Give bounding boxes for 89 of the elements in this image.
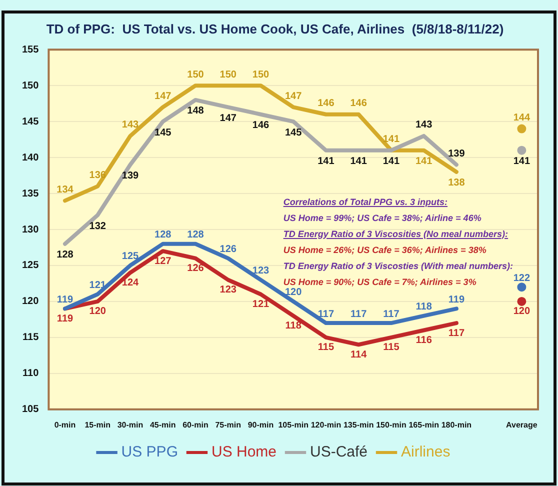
data-label: 146 [318,98,335,110]
data-label: 117 [383,308,400,320]
legend-label: US-Café [310,444,368,461]
data-label: 141 [382,134,400,146]
data-label: 117 [350,308,368,320]
data-label: 147 [220,112,237,124]
data-label: 146 [252,120,270,132]
data-label: 118 [285,320,302,332]
data-label: 139 [122,170,140,182]
y-tick-label: 145 [22,116,40,128]
data-label: 123 [220,284,237,296]
data-label: 119 [448,294,465,306]
x-tick-label: 75-min [215,420,242,430]
data-label: 122 [513,272,530,284]
data-label: 138 [448,178,466,189]
x-tick-label: 0-min [54,420,76,430]
data-label: 115 [383,342,400,354]
data-label: 116 [416,334,432,346]
annotation: TD Energy Ratio of 3 Viscosties (With meal numbers): [283,260,513,273]
legend-label: Airlines [401,444,450,461]
data-label: 143 [415,120,433,131]
data-label: 126 [187,263,204,274]
legend-label: US PPG [121,444,178,461]
data-label: 118 [416,302,432,313]
data-label: 141 [350,156,368,168]
data-label: 121 [252,299,270,310]
data-label: 147 [154,90,172,102]
y-tick-label: 120 [22,296,40,308]
x-tick-label: 135-min [343,420,374,430]
y-tick-label: 135 [22,188,40,200]
chart-title: TD of PPG: US Total vs. US Home Cook, US Cafe, Airlines (5/8/18-8/11/22) [46,21,504,36]
x-tick-label: 45-min [150,420,176,430]
annotation: TD Energy Ratio of 3 Viscosities (No meal numbers): [283,228,510,241]
annotation: US Home = 26%; US Cafe = 36%; Airlines = 38% [283,244,488,257]
y-tick-label: 125 [22,260,40,272]
y-tick-label: 110 [22,368,40,380]
data-label: 126 [220,244,237,256]
annotation: US Home = 90%; US Cafe = 7%; Airlines = 3% [283,276,476,287]
x-tick-label: 90-min [248,420,274,430]
data-label: 150 [252,69,270,80]
data-label: 150 [220,69,237,80]
data-label: 128 [154,230,172,241]
data-label: 141 [415,156,433,168]
x-tick-label: 30-min [117,420,144,430]
data-label: 150 [187,69,204,80]
data-label: 139 [448,148,466,160]
data-label: 128 [56,250,74,261]
y-tick-label: 155 [22,44,40,56]
y-tick-label: 150 [22,80,40,92]
y-tick-label: 130 [22,224,40,236]
data-label: 115 [318,342,334,354]
y-tick-label: 140 [22,152,40,164]
data-label: 128 [187,230,204,241]
annotation: US Home = 99%; US Cafe = 38%; Airline = 46% [283,212,482,225]
data-label: 148 [187,106,204,117]
data-label: 134 [56,184,74,196]
data-label: 119 [56,294,74,306]
data-label: 141 [318,156,335,168]
x-tick-label: 60-min [182,420,208,430]
data-label: 123 [252,266,270,277]
data-label: 120 [513,306,530,318]
data-label: 145 [285,127,302,138]
x-tick-label: 150-min [376,420,406,430]
y-tick-label: 105 [22,404,40,416]
data-label: 141 [382,156,400,168]
annotation: Correlations of Total PPG vs. 3 inputs: [283,196,449,209]
data-label: 114 [350,349,368,360]
x-tick-label: 165-min [408,420,440,430]
data-label: 119 [56,313,74,324]
data-label: 120 [89,306,106,318]
data-label: 125 [122,251,140,262]
data-label: 146 [350,98,368,110]
data-label: 117 [318,308,334,320]
data-label: 141 [513,156,530,168]
data-label: 117 [448,328,465,339]
data-label: 145 [154,127,172,138]
data-label: 144 [513,112,530,124]
x-tick-label: 180-min [441,420,472,430]
legend-label: US Home [211,444,277,461]
data-label: 132 [89,220,106,232]
x-tick-label: 105-min [278,420,309,430]
data-label: 143 [122,120,140,131]
x-tick-label: 120-min [310,420,342,430]
y-tick-label: 115 [22,332,40,344]
x-tick-label: Average [506,420,538,430]
data-label: 147 [285,90,302,102]
x-tick-label: 15-min [84,420,111,430]
data-label: 120 [285,287,302,298]
data-label: 127 [154,256,172,267]
